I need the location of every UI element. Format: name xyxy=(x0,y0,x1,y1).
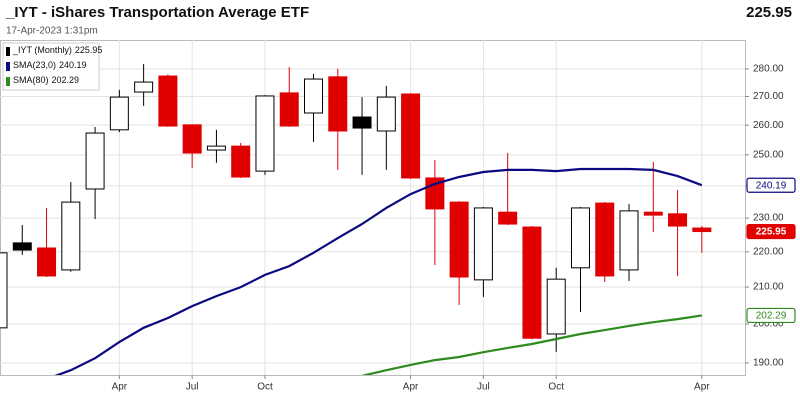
legend-label: SMA(23,0) 240.19 xyxy=(13,60,87,70)
legend-name: SMA(23,0) xyxy=(13,60,56,70)
candle-body xyxy=(692,227,712,233)
candle-body xyxy=(158,75,178,127)
y-tick-label: 200.00 xyxy=(753,319,784,330)
candle-body xyxy=(473,207,493,281)
candle-body xyxy=(352,116,372,129)
legend-box xyxy=(2,42,100,91)
candle-body xyxy=(206,145,226,151)
candle-body xyxy=(595,202,615,277)
candle-body xyxy=(619,210,639,271)
legend-swatch xyxy=(6,47,10,56)
x-tick-label: Apr xyxy=(694,382,710,393)
legend-label: _IYT (Monthly) 225.95 xyxy=(12,45,102,55)
legend-value: 202.29 xyxy=(52,75,80,85)
candle-body xyxy=(401,93,421,179)
candle-body xyxy=(85,132,105,190)
last-price: 225.95 xyxy=(746,4,792,21)
legend-value: 225.95 xyxy=(75,45,103,55)
y-tick-label: 280.00 xyxy=(753,64,784,75)
candle-body xyxy=(643,211,663,216)
value-tag-label: 240.19 xyxy=(756,180,787,191)
y-tick-label: 220.00 xyxy=(753,246,784,257)
x-tick-label: Oct xyxy=(257,382,273,393)
candle-body xyxy=(109,96,129,131)
sma-line xyxy=(54,167,703,375)
candle-body xyxy=(522,226,542,339)
candle-body xyxy=(376,96,396,132)
candle-body xyxy=(37,247,57,277)
legend-swatch xyxy=(6,62,10,71)
y-tick-label: 260.00 xyxy=(753,120,784,131)
value-tag xyxy=(746,177,796,193)
value-tag-label: 202.29 xyxy=(756,311,787,322)
candle-body xyxy=(498,211,518,225)
legend-label: SMA(80) 202.29 xyxy=(13,75,79,85)
legend: _IYT (Monthly) 225.95 SMA(23,0) 240.19 SMA(8… xyxy=(2,42,102,91)
legend-swatch xyxy=(6,77,10,86)
x-tick-label: Jul xyxy=(186,382,199,393)
x-tick-label: Apr xyxy=(403,382,419,393)
x-tick-label: Apr xyxy=(112,382,128,393)
candle-body xyxy=(255,95,275,172)
value-tag xyxy=(746,307,796,324)
candle-body xyxy=(304,78,324,114)
candle-body xyxy=(0,252,8,329)
candle-body xyxy=(668,213,688,227)
candle-body xyxy=(182,124,202,154)
candle-body xyxy=(61,201,81,271)
candle-body xyxy=(134,81,154,93)
plot-layer xyxy=(0,64,712,375)
x-tick-label: Jul xyxy=(477,382,490,393)
candle-body xyxy=(570,207,590,269)
candle-body xyxy=(449,201,469,278)
y-tick-label: 270.00 xyxy=(753,91,784,102)
chart-date: 17-Apr-2023 1:31pm xyxy=(6,26,98,37)
value-tag-label: 225.95 xyxy=(756,227,787,238)
candle-body xyxy=(279,92,299,127)
y-tick-label: 230.00 xyxy=(753,213,784,224)
x-tick-label: Oct xyxy=(548,382,564,393)
sma-line xyxy=(361,314,702,375)
chart-title: _IYT - iShares Transportation Average ET… xyxy=(5,4,309,21)
y-tick-label: 190.00 xyxy=(753,358,784,369)
legend-name: _IYT (Monthly) xyxy=(12,45,72,55)
candle-body xyxy=(231,145,251,178)
legend-value: 240.19 xyxy=(59,60,87,70)
y-tick-label: 250.00 xyxy=(753,150,784,161)
legend-name: SMA(80) xyxy=(13,75,49,85)
y-tick-label: 210.00 xyxy=(753,282,784,293)
candle-body xyxy=(12,242,32,251)
value-tag xyxy=(746,223,796,240)
candle-body xyxy=(546,278,566,335)
candle-body xyxy=(328,76,348,132)
